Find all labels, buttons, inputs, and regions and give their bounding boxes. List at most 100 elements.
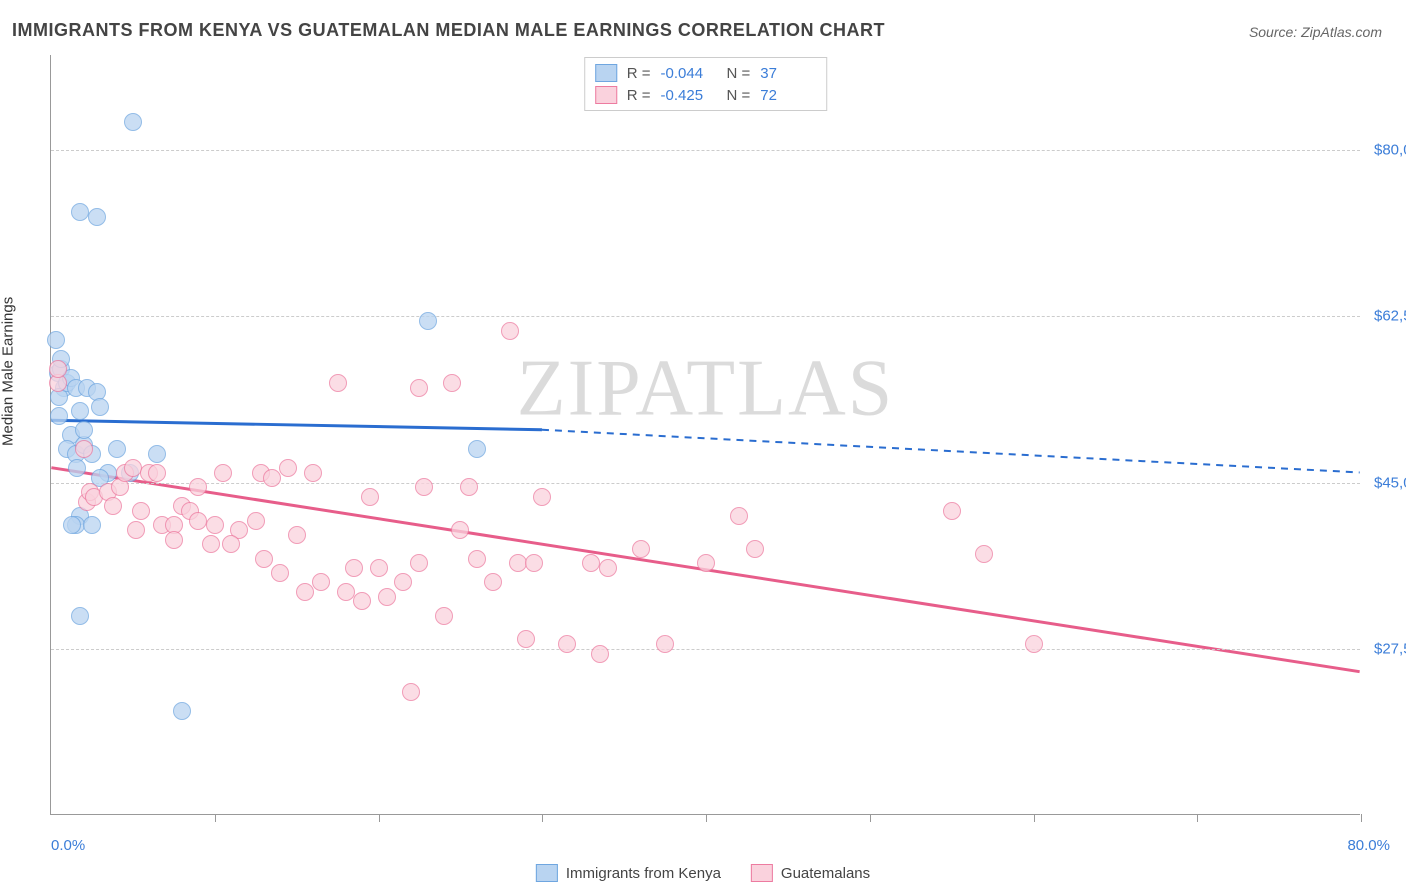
- x-tick: [379, 814, 380, 822]
- legend-r-value: -0.044: [661, 65, 717, 82]
- gridline: [51, 316, 1360, 317]
- legend-n-label: N =: [727, 65, 751, 82]
- scatter-point: [214, 464, 232, 482]
- legend-r-label: R =: [627, 87, 651, 104]
- plot-area: ZIPATLAS R = -0.044 N = 37 R = -0.425 N = 7…: [50, 55, 1360, 815]
- scatter-point: [435, 607, 453, 625]
- x-tick: [1034, 814, 1035, 822]
- scatter-point: [68, 459, 86, 477]
- scatter-point: [206, 516, 224, 534]
- series-legend: Immigrants from Kenya Guatemalans: [536, 864, 870, 882]
- scatter-point: [132, 502, 150, 520]
- x-tick: [706, 814, 707, 822]
- legend-n-value: 72: [760, 87, 816, 104]
- scatter-point: [460, 478, 478, 496]
- scatter-point: [189, 512, 207, 530]
- legend-item: Guatemalans: [751, 864, 870, 882]
- scatter-point: [202, 535, 220, 553]
- legend-r-label: R =: [627, 65, 651, 82]
- scatter-point: [353, 592, 371, 610]
- gridline: [51, 649, 1360, 650]
- x-tick: [542, 814, 543, 822]
- scatter-point: [91, 398, 109, 416]
- x-axis-min-label: 0.0%: [51, 837, 85, 854]
- scatter-point: [370, 559, 388, 577]
- scatter-point: [361, 488, 379, 506]
- scatter-point: [746, 540, 764, 558]
- scatter-point: [108, 440, 126, 458]
- scatter-point: [263, 469, 281, 487]
- legend-label: Immigrants from Kenya: [566, 865, 721, 882]
- scatter-point: [378, 588, 396, 606]
- legend-row: R = -0.044 N = 37: [595, 62, 817, 84]
- scatter-point: [104, 497, 122, 515]
- scatter-point: [75, 421, 93, 439]
- scatter-point: [49, 360, 67, 378]
- y-tick-label: $80,000: [1362, 142, 1406, 159]
- watermark-text: ZIPATLAS: [517, 343, 895, 434]
- legend-swatch: [536, 864, 558, 882]
- scatter-point: [591, 645, 609, 663]
- scatter-point: [148, 464, 166, 482]
- scatter-point: [943, 502, 961, 520]
- scatter-point: [730, 507, 748, 525]
- scatter-point: [345, 559, 363, 577]
- scatter-point: [312, 573, 330, 591]
- y-tick-label: $62,500: [1362, 308, 1406, 325]
- x-axis-max-label: 80.0%: [1347, 837, 1390, 854]
- scatter-point: [75, 440, 93, 458]
- scatter-point: [148, 445, 166, 463]
- scatter-point: [47, 331, 65, 349]
- scatter-point: [501, 322, 519, 340]
- scatter-point: [410, 379, 428, 397]
- legend-row: R = -0.425 N = 72: [595, 84, 817, 106]
- scatter-point: [632, 540, 650, 558]
- scatter-point: [88, 208, 106, 226]
- x-tick: [870, 814, 871, 822]
- scatter-point: [165, 531, 183, 549]
- scatter-point: [1025, 635, 1043, 653]
- scatter-point: [468, 440, 486, 458]
- scatter-point: [124, 113, 142, 131]
- x-tick: [1197, 814, 1198, 822]
- scatter-point: [394, 573, 412, 591]
- y-tick-label: $45,000: [1362, 474, 1406, 491]
- scatter-point: [975, 545, 993, 563]
- scatter-point: [509, 554, 527, 572]
- legend-swatch: [595, 86, 617, 104]
- scatter-point: [410, 554, 428, 572]
- scatter-point: [402, 683, 420, 701]
- scatter-point: [83, 516, 101, 534]
- x-tick: [215, 814, 216, 822]
- scatter-point: [173, 702, 191, 720]
- scatter-point: [255, 550, 273, 568]
- legend-item: Immigrants from Kenya: [536, 864, 721, 882]
- scatter-point: [419, 312, 437, 330]
- y-tick-label: $27,500: [1362, 640, 1406, 657]
- legend-swatch: [751, 864, 773, 882]
- legend-n-label: N =: [727, 87, 751, 104]
- scatter-point: [127, 521, 145, 539]
- scatter-point: [288, 526, 306, 544]
- scatter-point: [533, 488, 551, 506]
- legend-n-value: 37: [760, 65, 816, 82]
- gridline: [51, 483, 1360, 484]
- scatter-point: [296, 583, 314, 601]
- scatter-point: [451, 521, 469, 539]
- scatter-point: [468, 550, 486, 568]
- scatter-point: [71, 607, 89, 625]
- trend-lines: [51, 55, 1360, 814]
- correlation-legend: R = -0.044 N = 37 R = -0.425 N = 72: [584, 57, 828, 111]
- scatter-point: [337, 583, 355, 601]
- gridline: [51, 150, 1360, 151]
- scatter-point: [484, 573, 502, 591]
- scatter-point: [124, 459, 142, 477]
- source-label: Source: ZipAtlas.com: [1249, 24, 1382, 40]
- scatter-point: [279, 459, 297, 477]
- scatter-point: [304, 464, 322, 482]
- legend-r-value: -0.425: [661, 87, 717, 104]
- chart-title: IMMIGRANTS FROM KENYA VS GUATEMALAN MEDI…: [12, 20, 885, 41]
- scatter-point: [189, 478, 207, 496]
- scatter-point: [415, 478, 433, 496]
- legend-swatch: [595, 64, 617, 82]
